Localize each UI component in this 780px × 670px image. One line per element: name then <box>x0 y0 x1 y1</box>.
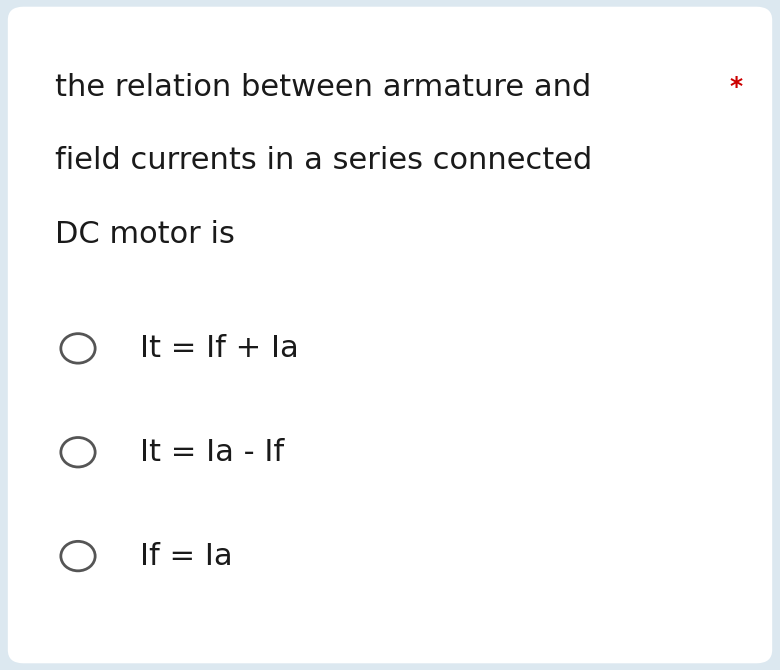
Text: If = Ia: If = Ia <box>140 541 233 571</box>
FancyBboxPatch shape <box>8 7 772 663</box>
Text: *: * <box>729 75 743 99</box>
Text: the relation between armature and: the relation between armature and <box>55 72 591 102</box>
Text: DC motor is: DC motor is <box>55 220 235 249</box>
Text: field currents in a series connected: field currents in a series connected <box>55 146 592 176</box>
Text: It = Ia - If: It = Ia - If <box>140 438 285 467</box>
Text: It = If + Ia: It = If + Ia <box>140 334 300 363</box>
